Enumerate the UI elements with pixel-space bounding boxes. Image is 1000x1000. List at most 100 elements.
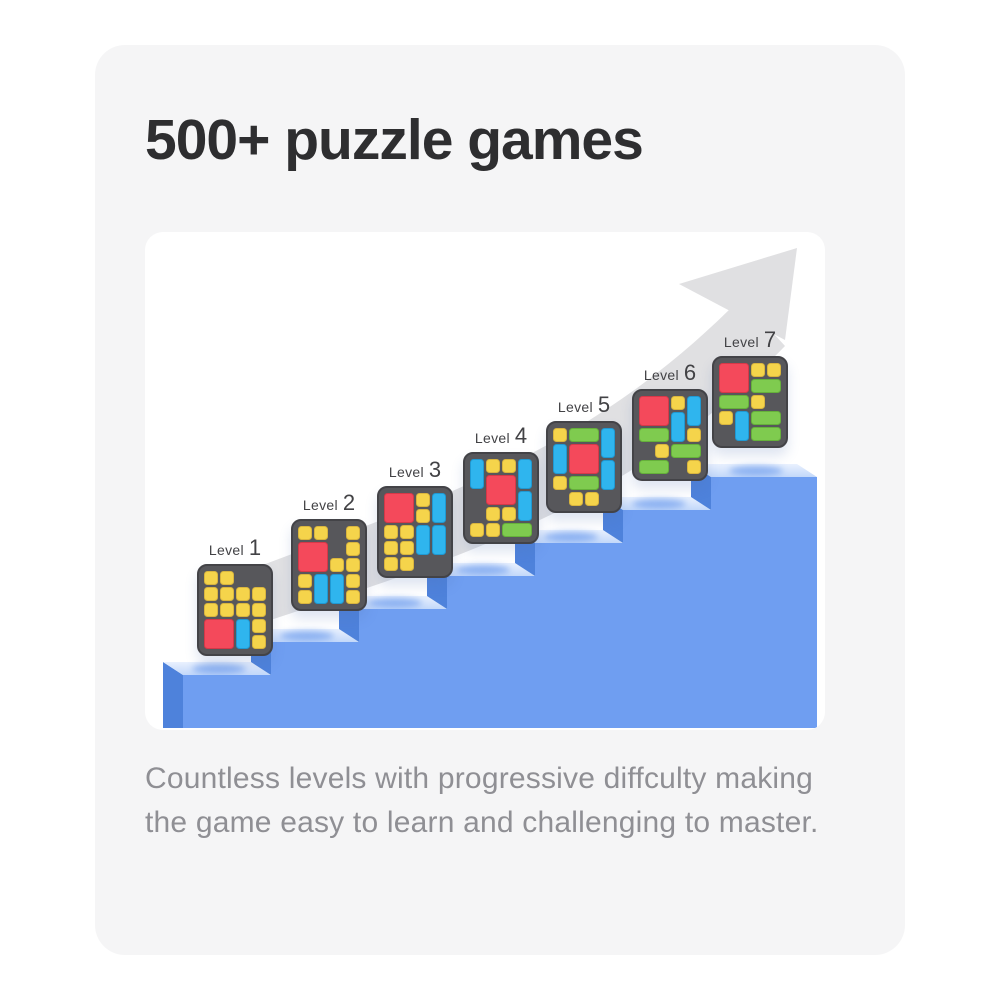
level-4-board: Level 4: [463, 423, 539, 544]
puzzle-piece: [432, 493, 446, 523]
puzzle-piece: [236, 603, 250, 617]
puzzle-piece: [416, 509, 430, 523]
puzzle-piece: [400, 541, 414, 555]
level-label-number: 5: [597, 392, 611, 417]
step-front-face: [623, 510, 711, 728]
board-shadow: [544, 532, 598, 542]
puzzle-piece: [252, 603, 266, 617]
puzzle-piece: [314, 526, 328, 540]
level-label-word: Level: [643, 367, 679, 383]
card-title: 500+ puzzle games: [145, 108, 644, 172]
level-6-board: Level 6: [632, 360, 708, 481]
puzzle-piece: [751, 379, 781, 393]
puzzle-piece: [298, 574, 312, 588]
puzzle-piece: [384, 541, 398, 555]
level-4-label: Level 4: [475, 423, 527, 449]
level-7-board: Level 7: [712, 327, 788, 448]
level-label-number: 1: [248, 535, 262, 560]
puzzle-piece: [518, 459, 532, 489]
puzzle-piece: [220, 587, 234, 601]
puzzle-piece: [671, 444, 701, 458]
puzzle-piece: [432, 525, 446, 555]
step-front-face: [183, 675, 271, 728]
puzzle-piece: [569, 492, 583, 506]
puzzle-piece: [585, 492, 599, 506]
level-5-board: Level 5: [546, 392, 622, 513]
puzzle-piece: [470, 523, 484, 537]
puzzle-piece: [384, 493, 414, 523]
puzzle-piece: [330, 558, 344, 572]
puzzle-piece: [553, 428, 567, 442]
puzzle-piece: [252, 635, 266, 649]
step-front-face: [359, 609, 447, 728]
puzzle-piece: [486, 475, 516, 505]
board-shadow: [729, 466, 783, 476]
illustration-panel: Level 1 Level 2 Level 3 Level 4 Level 5 Level 6 Leve…: [145, 232, 825, 730]
board-shadow: [192, 664, 246, 674]
puzzle-piece: [252, 587, 266, 601]
puzzle-piece: [470, 459, 484, 489]
puzzle-piece: [751, 363, 765, 377]
puzzle-piece: [400, 525, 414, 539]
puzzle-piece: [655, 444, 669, 458]
level-1-board: Level 1: [197, 535, 273, 656]
puzzle-piece: [220, 603, 234, 617]
board-shadow: [456, 565, 510, 575]
puzzle-piece: [569, 476, 599, 490]
puzzle-piece: [204, 587, 218, 601]
puzzle-piece: [416, 493, 430, 507]
puzzle-piece: [687, 428, 701, 442]
step-front-face: [447, 576, 535, 728]
arrow-head: [679, 248, 797, 340]
puzzle-piece: [346, 590, 360, 604]
puzzle-piece: [384, 557, 398, 571]
level-label-word: Level: [557, 399, 593, 415]
level-label-word: Level: [388, 464, 424, 480]
puzzle-piece: [502, 459, 516, 473]
puzzle-piece: [767, 363, 781, 377]
puzzle-piece: [687, 460, 701, 474]
level-label-word: Level: [723, 334, 759, 350]
puzzle-piece: [719, 395, 749, 409]
puzzle-piece: [639, 460, 669, 474]
level-label-number: 6: [683, 360, 697, 385]
level-3-board: Level 3: [377, 457, 453, 578]
puzzle-piece: [553, 444, 567, 474]
step-front-face: [271, 642, 359, 728]
level-6-label: Level 6: [644, 360, 696, 386]
puzzle-piece: [252, 619, 266, 633]
level-2-label: Level 2: [303, 490, 355, 516]
puzzle-piece: [298, 526, 312, 540]
puzzle-piece: [502, 523, 532, 537]
puzzle-piece: [601, 428, 615, 458]
puzzle-piece: [751, 411, 781, 425]
puzzle-piece: [204, 603, 218, 617]
puzzle-piece: [416, 525, 430, 555]
puzzle-piece: [314, 574, 328, 604]
puzzle-piece: [502, 507, 516, 521]
puzzle-piece: [486, 459, 500, 473]
feature-card: 500+ puzzle games Level 1 Level 2 Level 3 Leve…: [95, 45, 905, 955]
puzzle-piece: [220, 571, 234, 585]
puzzle-piece: [751, 395, 765, 409]
puzzle-piece: [553, 476, 567, 490]
puzzle-piece: [346, 558, 360, 572]
puzzle-piece: [518, 491, 532, 521]
level-label-word: Level: [474, 430, 510, 446]
puzzle-piece: [751, 427, 781, 441]
puzzle-piece: [236, 619, 250, 649]
puzzle-piece: [204, 619, 234, 649]
puzzle-piece: [346, 542, 360, 556]
puzzle-piece: [639, 428, 669, 442]
puzzle-piece: [601, 460, 615, 490]
puzzle-piece: [639, 396, 669, 426]
puzzle-piece: [486, 523, 500, 537]
board-shadow: [632, 499, 686, 509]
puzzle-piece: [687, 396, 701, 426]
level-label-number: 7: [763, 327, 777, 352]
puzzle-piece: [735, 411, 749, 441]
puzzle-piece: [400, 557, 414, 571]
level-7-label: Level 7: [724, 327, 776, 353]
step-side-face: [163, 662, 183, 728]
level-label-word: Level: [302, 497, 338, 513]
